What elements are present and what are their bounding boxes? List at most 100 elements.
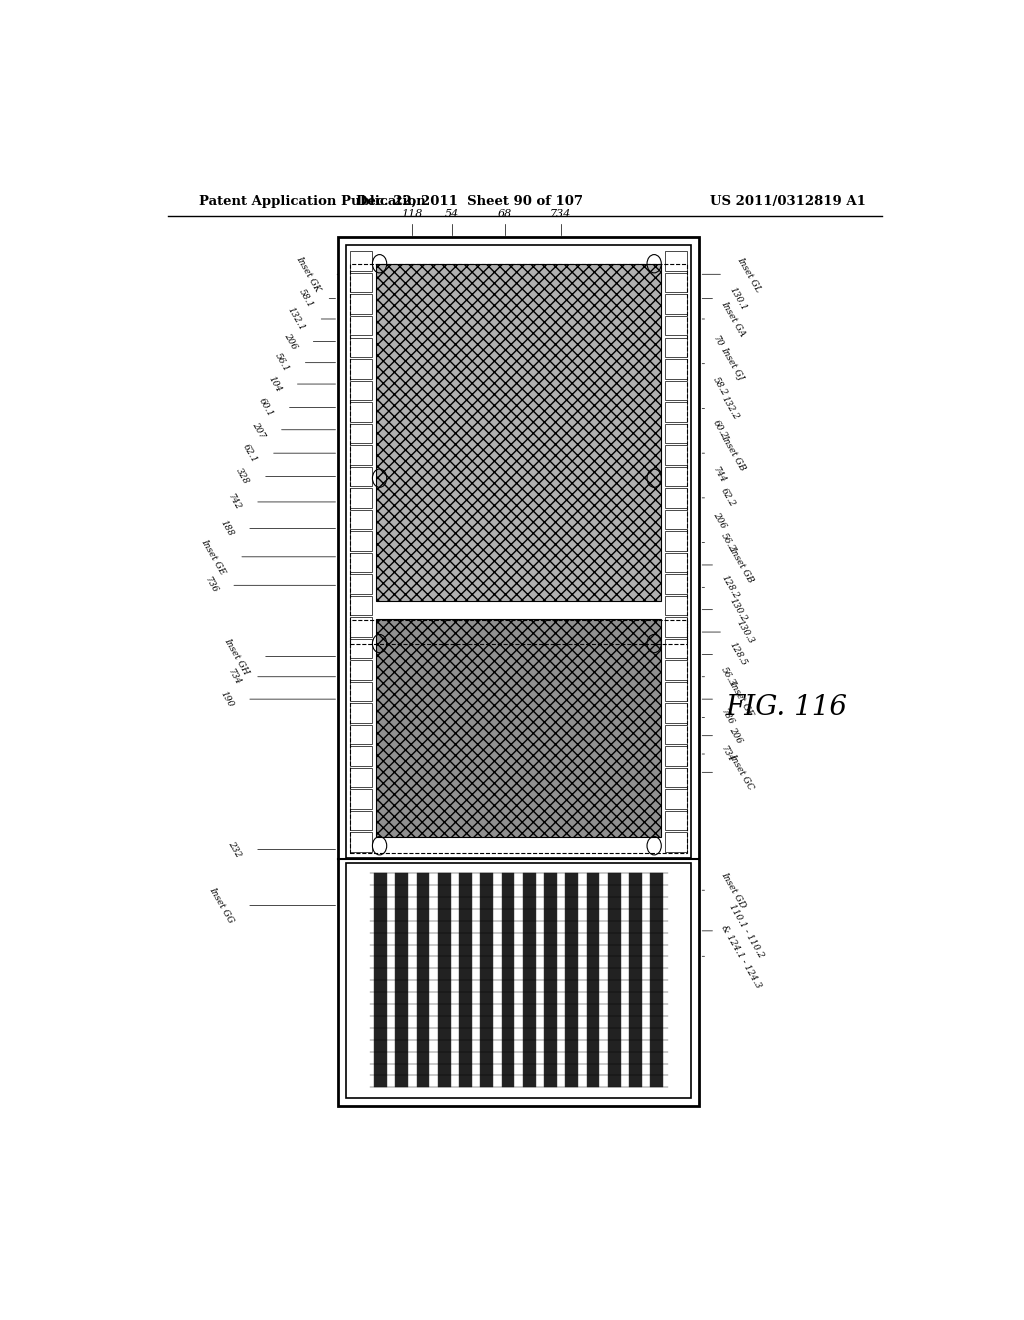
- Text: 58.1: 58.1: [297, 288, 314, 310]
- Text: Patent Application Publication: Patent Application Publication: [200, 194, 426, 207]
- Bar: [666, 618, 687, 636]
- Text: 118: 118: [401, 210, 423, 219]
- Text: 70: 70: [712, 334, 725, 348]
- Bar: [629, 873, 642, 1088]
- Bar: [350, 273, 373, 293]
- Text: 130.2: 130.2: [727, 597, 748, 623]
- Bar: [350, 424, 373, 444]
- Bar: [666, 424, 687, 444]
- Bar: [544, 873, 557, 1088]
- Bar: [666, 660, 687, 680]
- Bar: [350, 445, 373, 465]
- Text: 190: 190: [219, 689, 236, 709]
- Bar: [666, 531, 687, 550]
- Bar: [338, 236, 699, 1106]
- Bar: [395, 873, 408, 1088]
- Bar: [350, 403, 373, 421]
- Text: 736: 736: [719, 708, 735, 727]
- Bar: [666, 553, 687, 572]
- Bar: [350, 768, 373, 787]
- Bar: [350, 789, 373, 809]
- Bar: [350, 380, 373, 400]
- Bar: [377, 264, 662, 601]
- Text: 328: 328: [234, 467, 251, 486]
- Text: Inset GA: Inset GA: [719, 300, 746, 338]
- Bar: [666, 682, 687, 701]
- Bar: [350, 294, 373, 314]
- Text: 734: 734: [719, 744, 735, 764]
- Bar: [666, 768, 687, 787]
- Text: Inset GD: Inset GD: [719, 870, 748, 909]
- Text: 60.1: 60.1: [257, 396, 274, 418]
- Text: 734: 734: [550, 210, 571, 219]
- Text: Inset GC: Inset GC: [727, 752, 755, 792]
- Bar: [666, 510, 687, 529]
- Text: 110.1 - 110.2: 110.1 - 110.2: [727, 903, 765, 960]
- Text: Inset GB: Inset GB: [727, 545, 755, 585]
- Text: 734: 734: [226, 667, 243, 686]
- Bar: [666, 725, 687, 744]
- Bar: [666, 403, 687, 421]
- Text: 68: 68: [498, 210, 512, 219]
- Bar: [666, 746, 687, 766]
- Text: 206: 206: [283, 331, 299, 351]
- Bar: [438, 873, 451, 1088]
- Bar: [346, 863, 691, 1097]
- Bar: [666, 467, 687, 486]
- Bar: [666, 595, 687, 615]
- Text: 104: 104: [266, 375, 283, 393]
- Bar: [350, 467, 373, 486]
- Bar: [666, 833, 687, 851]
- Text: 206: 206: [727, 726, 743, 746]
- Bar: [480, 873, 494, 1088]
- Text: Inset GK: Inset GK: [295, 255, 323, 294]
- Text: 62.1: 62.1: [241, 442, 259, 465]
- Bar: [587, 873, 599, 1088]
- Text: Inset GH: Inset GH: [223, 636, 251, 676]
- Bar: [350, 488, 373, 508]
- Text: US 2011/0312819 A1: US 2011/0312819 A1: [711, 194, 866, 207]
- Bar: [350, 746, 373, 766]
- Bar: [350, 510, 373, 529]
- Text: 232: 232: [226, 840, 243, 859]
- Bar: [350, 618, 373, 636]
- Text: Inset GE: Inset GE: [200, 537, 227, 577]
- Bar: [608, 873, 621, 1088]
- Bar: [350, 315, 373, 335]
- Bar: [666, 273, 687, 293]
- Bar: [666, 574, 687, 594]
- Bar: [666, 294, 687, 314]
- Text: Inset GG: Inset GG: [207, 886, 236, 925]
- Text: 206: 206: [712, 511, 728, 529]
- Bar: [666, 810, 687, 830]
- Text: 60.2: 60.2: [712, 418, 729, 441]
- Bar: [350, 264, 687, 644]
- Bar: [565, 873, 579, 1088]
- Text: FIG. 116: FIG. 116: [726, 694, 848, 721]
- Text: & 124.1 - 124.3: & 124.1 - 124.3: [719, 923, 763, 990]
- Text: 742: 742: [226, 492, 243, 512]
- Bar: [666, 445, 687, 465]
- Bar: [350, 660, 373, 680]
- Bar: [666, 338, 687, 356]
- Bar: [350, 574, 373, 594]
- Bar: [350, 553, 373, 572]
- Text: Inset GL: Inset GL: [735, 255, 763, 293]
- Text: 188: 188: [219, 519, 236, 539]
- Bar: [350, 833, 373, 851]
- Text: 207: 207: [251, 420, 267, 440]
- Bar: [350, 359, 373, 379]
- Text: 130.3: 130.3: [735, 619, 756, 645]
- Bar: [350, 704, 373, 723]
- Text: Dec. 22, 2011  Sheet 90 of 107: Dec. 22, 2011 Sheet 90 of 107: [355, 194, 583, 207]
- Bar: [666, 789, 687, 809]
- Bar: [666, 315, 687, 335]
- Bar: [650, 873, 664, 1088]
- Bar: [523, 873, 536, 1088]
- Bar: [350, 338, 373, 356]
- Bar: [377, 619, 662, 837]
- Bar: [417, 873, 429, 1088]
- Text: 58.2: 58.2: [712, 375, 729, 397]
- Text: 736: 736: [203, 576, 219, 595]
- Bar: [350, 251, 373, 271]
